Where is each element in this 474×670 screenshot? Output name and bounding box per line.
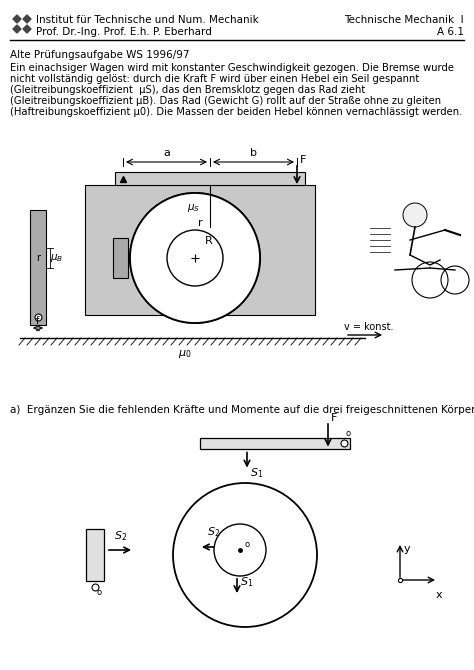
Text: R: R	[205, 236, 213, 246]
Text: f: f	[36, 316, 40, 326]
Text: $S_2$: $S_2$	[207, 525, 220, 539]
Text: $S_1$: $S_1$	[240, 576, 253, 589]
Text: $\mu_B$: $\mu_B$	[50, 252, 63, 264]
Bar	[115, 172, 305, 185]
Text: Alte Prüfungsaufgabe WS 1996/97: Alte Prüfungsaufgabe WS 1996/97	[10, 50, 190, 60]
Text: o: o	[245, 540, 250, 549]
Text: a)  Ergänzen Sie die fehlenden Kräfte und Momente auf die drei freigeschnittenen: a) Ergänzen Sie die fehlenden Kräfte und…	[10, 405, 474, 415]
Text: v = konst.: v = konst.	[344, 322, 393, 332]
Bar	[86, 529, 104, 581]
Text: A 6.1: A 6.1	[437, 27, 464, 37]
Bar	[200, 438, 350, 448]
Circle shape	[403, 203, 427, 227]
Text: r: r	[36, 253, 40, 263]
Text: $\mu_S$: $\mu_S$	[187, 202, 200, 214]
Text: Prof. Dr.-Ing. Prof. E.h. P. Eberhard: Prof. Dr.-Ing. Prof. E.h. P. Eberhard	[36, 27, 212, 37]
Text: o: o	[97, 588, 102, 597]
Text: nicht vollständig gelöst: durch die Kraft F wird über einen Hebel ein Seil gespa: nicht vollständig gelöst: durch die Kraf…	[10, 74, 419, 84]
Text: (Gleitreibungskoeffizient μB). Das Rad (Gewicht G) rollt auf der Straße ohne zu : (Gleitreibungskoeffizient μB). Das Rad (…	[10, 96, 441, 106]
Text: y: y	[404, 544, 410, 554]
Polygon shape	[23, 15, 31, 23]
Text: $S_1$: $S_1$	[250, 466, 263, 480]
Text: $S_2$: $S_2$	[114, 529, 127, 543]
Text: F: F	[331, 413, 337, 423]
Text: o: o	[346, 429, 351, 438]
Text: r: r	[198, 218, 202, 228]
Polygon shape	[13, 25, 21, 33]
Circle shape	[167, 230, 223, 286]
Text: F: F	[300, 155, 306, 165]
Text: b: b	[250, 148, 257, 158]
Text: Institut für Technische und Num. Mechanik: Institut für Technische und Num. Mechani…	[36, 15, 259, 25]
Circle shape	[130, 193, 260, 323]
Text: x: x	[436, 590, 443, 600]
Text: $\mu_0$: $\mu_0$	[178, 348, 192, 360]
Bar	[30, 210, 46, 325]
Polygon shape	[23, 25, 31, 33]
Bar	[113, 238, 128, 278]
Text: Technische Mechanik  I: Technische Mechanik I	[345, 15, 464, 25]
Bar	[85, 185, 315, 315]
Text: (Haftreibungskoeffizient μ0). Die Massen der beiden Hebel können vernachlässigt : (Haftreibungskoeffizient μ0). Die Massen…	[10, 107, 462, 117]
Text: a: a	[163, 148, 170, 158]
Text: Ein einachsiger Wagen wird mit konstanter Geschwindigkeit gezogen. Die Bremse wu: Ein einachsiger Wagen wird mit konstante…	[10, 63, 454, 73]
Text: (Gleitreibungskoeffizient  μS), das den Bremsklotz gegen das Rad zieht: (Gleitreibungskoeffizient μS), das den B…	[10, 85, 365, 95]
Polygon shape	[13, 15, 21, 23]
